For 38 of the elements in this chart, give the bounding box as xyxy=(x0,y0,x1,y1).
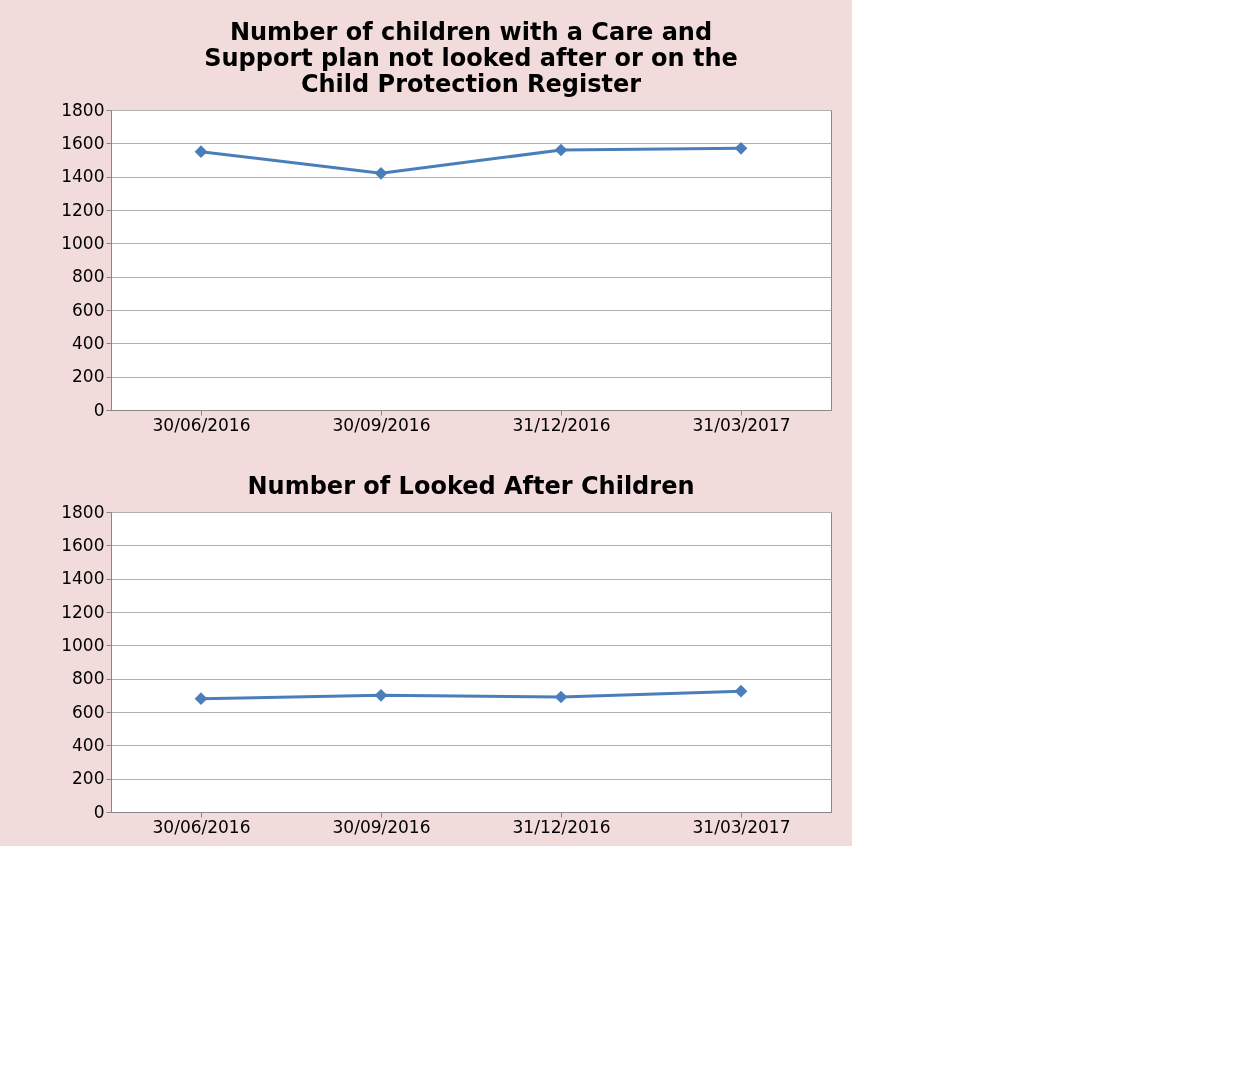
point xyxy=(554,143,568,157)
chart-title: Number of Looked After Children xyxy=(247,472,695,500)
point xyxy=(194,692,208,705)
y-tick-label: 600 xyxy=(72,299,105,320)
y-tick-label: 400 xyxy=(72,734,105,755)
y-tick-label: 800 xyxy=(72,668,105,689)
point xyxy=(374,689,388,702)
y-tick-label: 1000 xyxy=(61,232,105,253)
y-tick-label: 200 xyxy=(72,768,105,789)
x-tick-label: 31/03/2017 xyxy=(692,414,791,435)
y-tick-label: 1400 xyxy=(61,568,105,589)
y-tick-label: 600 xyxy=(72,701,105,722)
point xyxy=(734,684,748,698)
y-tick-label: 1600 xyxy=(61,132,105,153)
y-tick-label: 400 xyxy=(72,332,105,353)
point xyxy=(734,142,748,155)
y-tick-label: 1400 xyxy=(61,166,105,187)
y-tick-label: 0 xyxy=(93,801,105,822)
x-tick-label: 30/09/2016 xyxy=(332,816,431,837)
x-tick-label: 30/06/2016 xyxy=(152,816,251,837)
y-tick-label: 1000 xyxy=(61,634,105,655)
y-tick-label: 0 xyxy=(93,399,105,420)
y-tick-label: 800 xyxy=(72,266,105,287)
y-tick-label: 1600 xyxy=(61,534,105,555)
point xyxy=(374,167,388,180)
x-tick-label: 31/03/2017 xyxy=(692,816,791,837)
x-tick-label: 31/12/2016 xyxy=(512,816,611,837)
x-tick-label: 30/09/2016 xyxy=(332,414,431,435)
y-tick-label: 1200 xyxy=(61,601,105,622)
x-tick-label: 31/12/2016 xyxy=(512,414,611,435)
x-tick-label: 30/06/2016 xyxy=(152,414,251,435)
point xyxy=(194,145,208,158)
chart-title: Number of children with a Care and Support plan not looked after or on the Child Protection Register xyxy=(204,18,738,98)
point xyxy=(554,690,568,704)
y-tick-label: 200 xyxy=(72,366,105,387)
y-tick-label: 1800 xyxy=(61,99,105,120)
y-tick-label: 1800 xyxy=(61,501,105,522)
y-tick-label: 1200 xyxy=(61,199,105,220)
